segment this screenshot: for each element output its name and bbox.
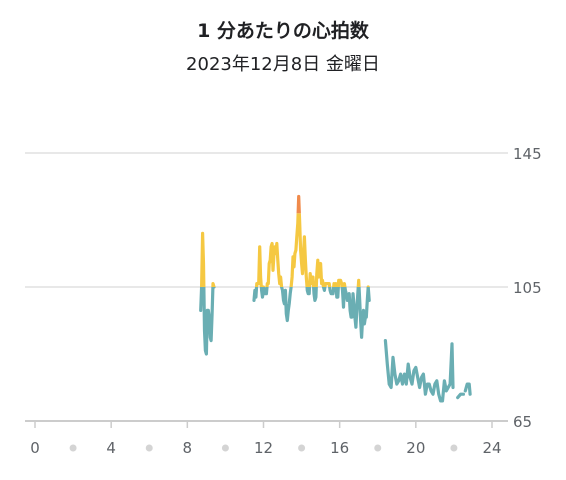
y-tick-label-145: 145 — [513, 145, 542, 163]
series-segment-0-low — [199, 287, 216, 356]
x-minor-dot-22 — [450, 444, 458, 452]
series-segment-0-mid — [199, 231, 216, 287]
y-tick-label-105: 105 — [513, 279, 542, 297]
x-tick-label-12: 12 — [254, 439, 273, 457]
y-tick-label-65: 65 — [513, 413, 532, 431]
x-axis — [34, 421, 493, 452]
x-minor-dot-10 — [221, 444, 229, 452]
series-segment-1-low — [252, 287, 371, 339]
y-tick-labels: 65 105 145 — [513, 145, 542, 431]
x-minor-dot-18 — [374, 444, 382, 452]
series-segment-3-low — [456, 392, 465, 400]
heart-rate-series — [199, 194, 472, 403]
series-segment-4-low — [463, 382, 472, 396]
x-tick-label-8: 8 — [183, 439, 193, 457]
x-tick-label-20: 20 — [406, 439, 425, 457]
x-minor-dot-6 — [145, 444, 153, 452]
chart-date-subtitle: 2023年12月8日 金曜日 — [186, 54, 380, 75]
x-tick-label-4: 4 — [106, 439, 116, 457]
chart-title: 1 分あたりの心拍数 — [197, 20, 369, 42]
x-tick-label-16: 16 — [330, 439, 349, 457]
x-minor-dot-14 — [298, 444, 306, 452]
x-tick-label-0: 0 — [30, 439, 40, 457]
x-tick-label-24: 24 — [482, 439, 501, 457]
x-minor-dot-2 — [69, 444, 77, 452]
x-tick-labels: 0 4 8 12 16 20 24 — [30, 439, 501, 457]
series-segment-1-mid — [254, 213, 370, 287]
series-segment-2-low — [383, 339, 455, 403]
